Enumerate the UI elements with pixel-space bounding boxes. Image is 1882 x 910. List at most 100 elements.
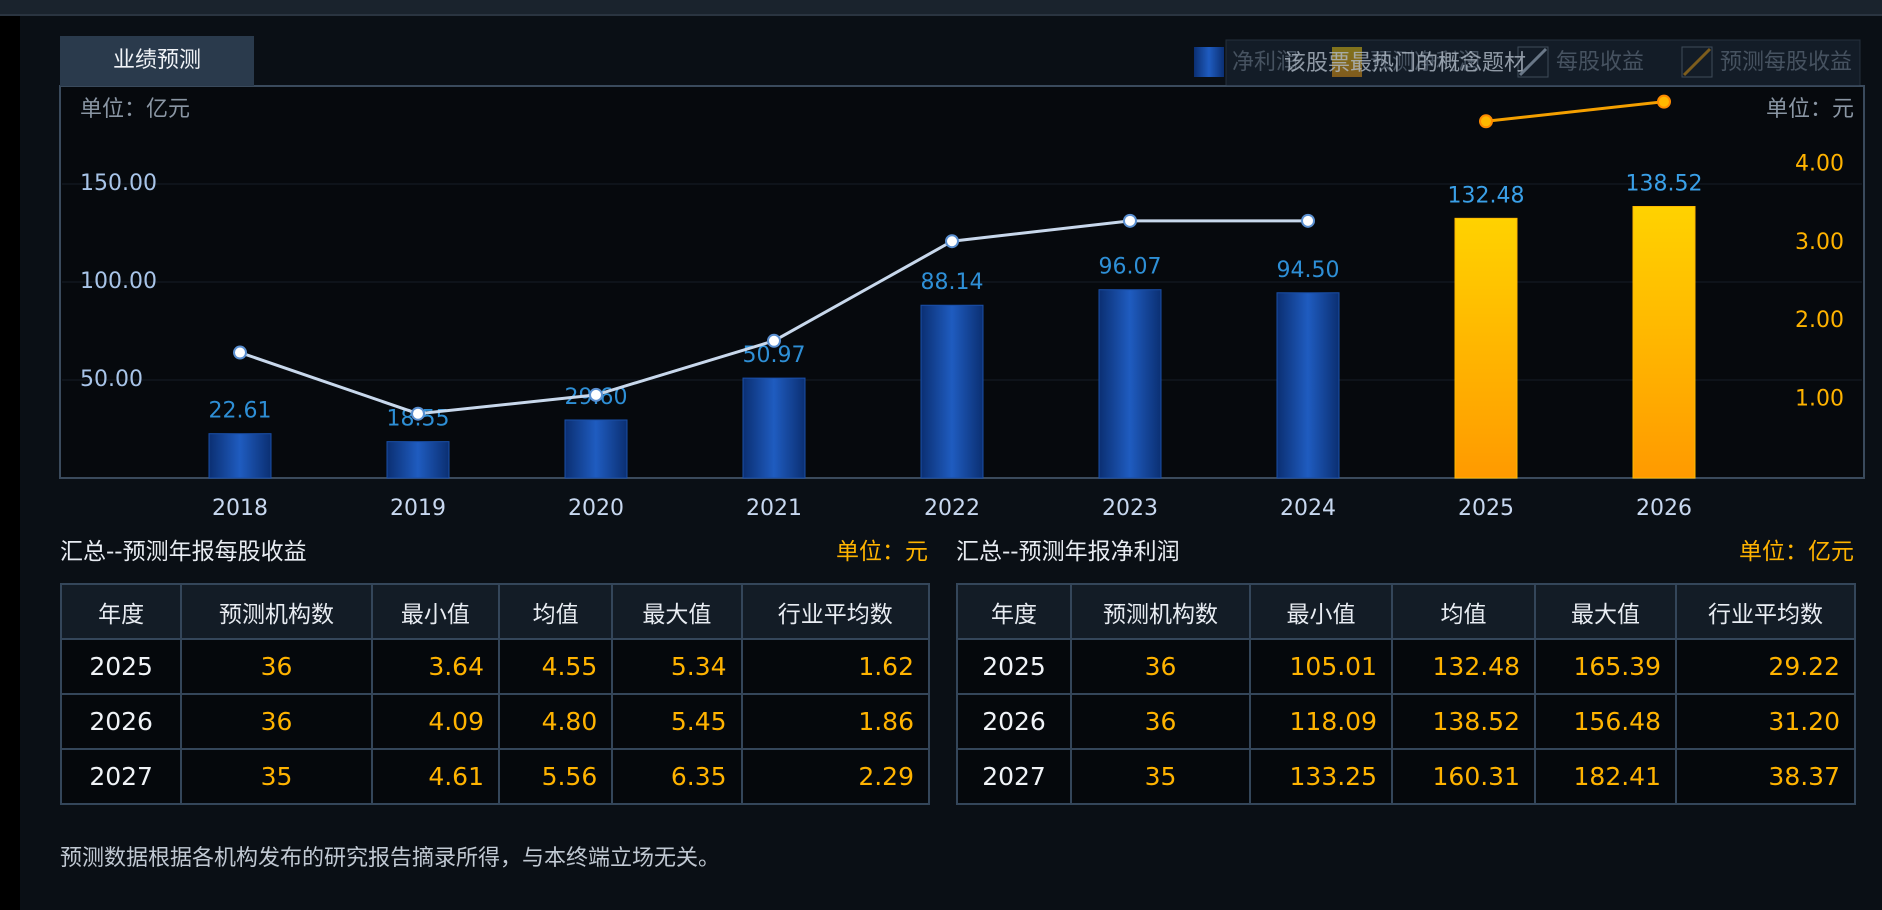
chart: 业绩预测 单位：亿元 单位：元 50.00 100.00 150.00 1.00 2.0… (59, 36, 1865, 520)
cell: 1.62 (740, 638, 931, 695)
line-point (945, 234, 959, 249)
cell: 4.55 (497, 638, 614, 695)
x-tick-label: 2021 (746, 496, 802, 520)
cell: 5.56 (497, 748, 614, 805)
bar (1454, 217, 1518, 479)
cell: 2027 (956, 748, 1072, 805)
cell: 4.61 (370, 748, 500, 805)
tab[interactable] (60, 36, 254, 86)
cell: 5.34 (611, 638, 743, 695)
cell: 36 (1070, 638, 1251, 695)
y2-tick-label: 2.00 (1795, 308, 1844, 333)
cell: 2.29 (740, 748, 931, 805)
cell: 31.20 (1675, 693, 1856, 750)
bar (1098, 289, 1162, 479)
cell: 138.52 (1391, 693, 1536, 750)
data-label: 96.07 (1099, 255, 1162, 280)
header-row: 年度 预测机构数 最小值 均值 最大值 行业平均数 (956, 583, 1856, 640)
line-point (589, 387, 603, 402)
left-border (0, 16, 20, 910)
bar (920, 304, 984, 479)
line-point (1657, 94, 1671, 109)
header-cell: 均值 (497, 583, 614, 640)
row: 2026 36 4.09 4.80 5.45 1.86 (59, 693, 931, 750)
cell: 3.64 (370, 638, 500, 695)
cell: 2026 (956, 693, 1072, 750)
eps-table: 年度 预测机构数 最小值 均值 最大值 行业平均数 2025 36 3.64 4.55 5.34 1.… (59, 583, 931, 805)
cell: 133.25 (1249, 748, 1393, 805)
right-unit: 单位：元 (1766, 97, 1854, 122)
row: 2026 36 118.09 138.52 156.48 31.20 (956, 693, 1856, 750)
tooltip-box (1225, 39, 1861, 87)
data-label: 138.52 (1626, 172, 1703, 197)
row: 2027 35 133.25 160.31 182.41 38.37 (956, 748, 1856, 805)
table-title: 汇总--预测年报净利润 (956, 539, 1180, 565)
cell: 6.35 (611, 748, 743, 805)
header-cell: 行业平均数 (740, 583, 931, 640)
cell: 156.48 (1534, 693, 1677, 750)
cell: 182.41 (1534, 748, 1677, 805)
cell: 4.09 (370, 693, 500, 750)
x-tick-label: 2019 (390, 496, 446, 520)
cell: 2026 (59, 693, 183, 750)
table-unit: 单位：亿元 (1739, 539, 1854, 565)
header-cell: 年度 (59, 583, 183, 640)
bar (1276, 292, 1340, 479)
cell: 2025 (59, 638, 183, 695)
y-tick-label: 150.00 (80, 171, 157, 196)
data-label: 132.48 (1448, 183, 1525, 208)
x-tick-label: 2026 (1636, 496, 1692, 520)
tooltip: 该股票最热门的概念题材 (1284, 51, 1526, 76)
bar (386, 441, 450, 479)
cell: 29.22 (1675, 638, 1856, 695)
header-row: 年度 预测机构数 最小值 均值 最大值 行业平均数 (59, 583, 931, 640)
x-tick-label: 2024 (1280, 496, 1336, 520)
row: 2025 36 105.01 132.48 165.39 29.22 (956, 638, 1856, 695)
tab-label[interactable]: 业绩预测 (113, 48, 201, 73)
cell: 1.86 (740, 693, 931, 750)
x-tick-label: 2023 (1102, 496, 1158, 520)
line-point (233, 345, 247, 360)
y2-tick-label: 3.00 (1795, 230, 1844, 255)
cell: 5.45 (611, 693, 743, 750)
top-bar (0, 0, 1882, 16)
header-cell: 年度 (956, 583, 1072, 640)
line-point (1301, 213, 1315, 228)
cell: 118.09 (1249, 693, 1393, 750)
cell: 36 (180, 638, 373, 695)
cell: 2025 (956, 638, 1072, 695)
profit-table: 年度 预测机构数 最小值 均值 最大值 行业平均数 2025 36 105.01 132.48 16… (956, 583, 1856, 805)
header-cell: 最大值 (611, 583, 743, 640)
table-unit: 单位：元 (836, 539, 928, 565)
header-cell: 最小值 (370, 583, 500, 640)
bar (208, 433, 272, 479)
cell: 4.80 (497, 693, 614, 750)
y-tick-label: 50.00 (80, 367, 143, 392)
bar (742, 377, 806, 479)
cell: 38.37 (1675, 748, 1856, 805)
line (1485, 100, 1665, 123)
row: 2027 35 4.61 5.56 6.35 2.29 (59, 748, 931, 805)
header-cell: 最小值 (1249, 583, 1393, 640)
cell: 35 (180, 748, 373, 805)
line-point (411, 406, 425, 421)
bar (564, 419, 628, 479)
header-cell: 最大值 (1534, 583, 1677, 640)
cell: 105.01 (1249, 638, 1393, 695)
left-unit: 单位：亿元 (80, 97, 190, 122)
data-label: 94.50 (1277, 258, 1340, 283)
y-tick-label: 100.00 (80, 269, 157, 294)
cell: 160.31 (1391, 748, 1536, 805)
y2-tick-label: 1.00 (1795, 387, 1844, 412)
line-point (767, 333, 781, 348)
line-point (1479, 114, 1493, 129)
row: 2025 36 3.64 4.55 5.34 1.62 (59, 638, 931, 695)
header-cell: 均值 (1391, 583, 1536, 640)
cell: 36 (1070, 693, 1251, 750)
data-label: 88.14 (921, 270, 984, 295)
line-point (1123, 213, 1137, 228)
x-tick-label: 2020 (568, 496, 624, 520)
footnote: 预测数据根据各机构发布的研究报告摘录所得，与本终端立场无关。 (60, 846, 721, 871)
data-label: 22.61 (209, 399, 272, 424)
